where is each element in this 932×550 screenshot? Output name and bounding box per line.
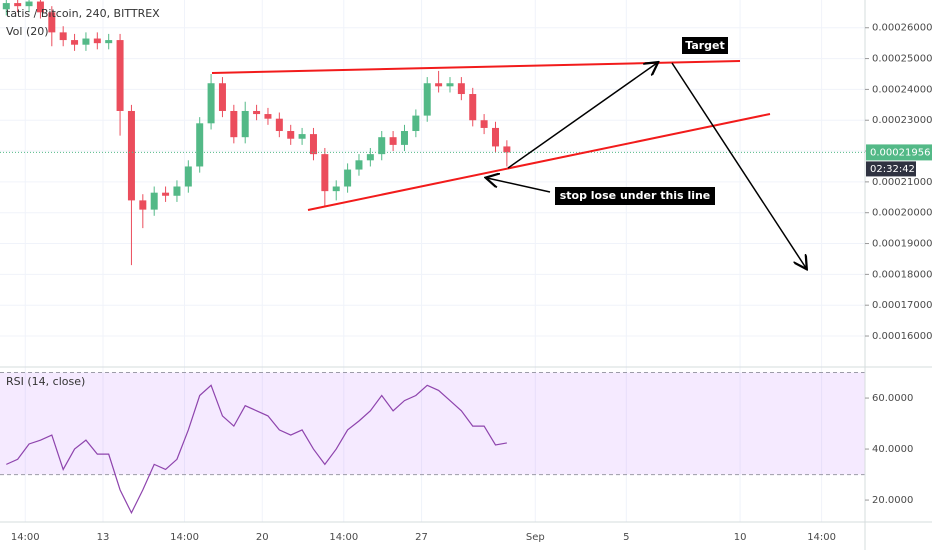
rsi-pane: [0, 370, 865, 522]
candle-body: [366, 154, 374, 161]
candle-body: [127, 110, 135, 201]
candle-body: [298, 134, 306, 139]
resistance-line: [211, 60, 741, 74]
y-tick-label: 0.00023000: [872, 115, 932, 126]
candle-body: [71, 40, 79, 45]
y-tick-label: 0.00017000: [872, 300, 932, 311]
note-box: [555, 187, 715, 205]
candle-body: [378, 137, 386, 155]
candle-body: [321, 154, 329, 192]
x-tick-label: 14:00: [807, 532, 836, 543]
y-tick-label: 0.00018000: [872, 269, 932, 280]
candle-body: [412, 115, 420, 132]
candle-body: [150, 192, 158, 210]
x-tick-label: 5: [623, 532, 629, 543]
y-tick-label: 60.0000: [872, 393, 913, 404]
y-tick-label: 0.00019000: [872, 239, 932, 250]
y-tick-label: 0.00024000: [872, 84, 932, 95]
candle-body: [93, 38, 101, 44]
candle-body: [241, 110, 249, 138]
candle-body: [503, 146, 511, 153]
volume-label: Vol (20): [6, 25, 49, 38]
grid: [0, 0, 865, 522]
candle-body: [275, 118, 283, 132]
candle-body: [207, 83, 215, 124]
rsi-band: [0, 372, 865, 475]
arrow: [671, 62, 806, 268]
rsi-line: [6, 384, 507, 515]
marks: [0, 0, 865, 515]
candle-body: [2, 3, 10, 10]
price-tag: [866, 144, 932, 161]
candle-body: [184, 166, 192, 187]
candle-body: [435, 83, 443, 87]
y-tick-label: 0.00020000: [872, 208, 932, 219]
countdown-label: 02:32:42: [870, 164, 915, 175]
candle-body: [25, 1, 33, 7]
x-tick-label: 14:00: [329, 532, 358, 543]
candle-body: [139, 200, 147, 210]
candle-body: [332, 186, 340, 192]
y-tick-label: 0.00026000: [872, 23, 932, 34]
candle-body: [287, 131, 295, 139]
x-tick-label: 27: [415, 532, 428, 543]
note-box: [682, 37, 728, 54]
annotation: Target: [685, 39, 725, 52]
candle-body: [264, 114, 272, 119]
y-tick-label: 0.00025000: [872, 54, 932, 65]
candle-body: [480, 120, 488, 128]
candle-body: [469, 94, 477, 121]
candle-body: [446, 83, 454, 87]
candle-body: [457, 83, 465, 95]
x-tick-label: Sep: [526, 532, 545, 543]
candle-body: [309, 134, 317, 155]
drawings: Target stop lose under this line: [211, 37, 806, 268]
x-tick-label: 13: [97, 532, 110, 543]
candle-body: [491, 127, 499, 147]
arrow: [487, 178, 551, 193]
rsi-title: RSI (14, close): [6, 375, 85, 388]
axes: 14:00 13 14:00 20 14:00 27 Sep 5 10 14:00 0.000160…: [11, 23, 932, 543]
x-tick-label: 14:00: [170, 532, 199, 543]
candle-body: [344, 169, 352, 187]
x-tick-label: 14:00: [11, 532, 40, 543]
candle-body: [105, 40, 113, 44]
price-tag-label: 0.00021956: [870, 147, 930, 158]
candle-body: [218, 83, 226, 111]
candle-body: [82, 38, 90, 45]
support-line: [307, 113, 771, 211]
arrow: [507, 63, 657, 169]
y-tick-label: 0.00016000: [872, 331, 932, 342]
candle-body: [162, 192, 170, 196]
candle-body: [59, 32, 67, 41]
candle-body: [173, 186, 181, 196]
x-tick-label: 20: [256, 532, 269, 543]
y-tick-label: 40.0000: [872, 444, 913, 455]
y-tick-label: 20.0000: [872, 495, 913, 506]
candle-body: [14, 3, 22, 7]
candle-body: [423, 83, 431, 116]
candle-body: [196, 123, 204, 167]
candle-body: [48, 12, 56, 33]
candle-body: [389, 137, 397, 145]
candle-body: [400, 131, 408, 145]
candle-body: [116, 40, 124, 111]
annotation: stop lose under this line: [560, 189, 711, 202]
countdown-tag: [866, 161, 916, 177]
y-tick-label: 0.00021000: [872, 177, 932, 188]
x-tick-label: 10: [734, 532, 747, 543]
candle-body: [36, 1, 44, 13]
candle-body: [355, 160, 363, 170]
chart-title: tatis / Bitcoin, 240, BITTREX: [6, 7, 160, 20]
candle-body: [253, 110, 261, 115]
candle-body: [230, 110, 238, 138]
